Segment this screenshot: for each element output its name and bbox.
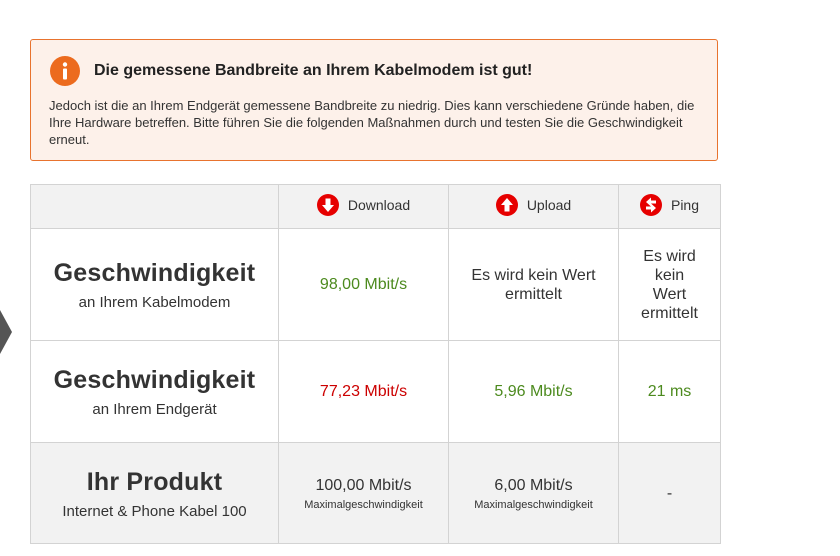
column-header-ping: Ping: [618, 184, 721, 229]
product-upload-note: Maximalgeschwindigkeit: [474, 498, 593, 511]
product-upload-value: 6,00 Mbit/s: [494, 476, 573, 494]
row-subtitle: Internet & Phone Kabel 100: [62, 502, 247, 520]
modem-upload-value: Es wird kein Wert ermittelt: [471, 266, 596, 303]
speed-comparison-table: Download Upload Ping: [30, 184, 721, 544]
row-label-product: Ihr Produkt Internet & Phone Kabel 100: [30, 442, 279, 544]
modem-download-cell: 98,00 Mbit/s: [278, 228, 449, 341]
device-upload-cell: 5,96 Mbit/s: [448, 340, 619, 443]
row-label-modem: Geschwindigkeit an Ihrem Kabelmodem: [30, 228, 279, 341]
info-icon: [50, 56, 80, 86]
product-download-note: Maximalgeschwindigkeit: [304, 498, 423, 511]
device-ping-value: 21 ms: [647, 383, 692, 400]
device-upload-value: 5,96 Mbit/s: [494, 383, 573, 400]
column-label-ping: Ping: [670, 197, 700, 213]
product-upload-cell: 6,00 Mbit/s Maximalgeschwindigkeit: [448, 442, 619, 544]
column-label-download: Download: [347, 197, 411, 213]
column-label-upload: Upload: [526, 197, 572, 213]
row-subtitle: an Ihrem Endgerät: [92, 401, 217, 418]
modem-download-value: 98,00 Mbit/s: [319, 276, 408, 293]
row-title: Geschwindigkeit: [53, 259, 256, 287]
device-ping-cell: 21 ms: [618, 340, 721, 443]
product-ping-value: -: [666, 484, 673, 502]
row-title: Ihr Produkt: [86, 467, 223, 496]
download-arrow-icon: [316, 194, 339, 216]
table-row: Ihr Produkt Internet & Phone Kabel 100 1…: [30, 442, 721, 544]
product-ping-cell: -: [618, 442, 721, 544]
table-row: Geschwindigkeit an Ihrem Endgerät 77,23 …: [30, 340, 721, 443]
header-empty-cell: [30, 184, 279, 229]
device-download-value: 77,23 Mbit/s: [319, 383, 408, 400]
previous-arrow-icon[interactable]: [0, 310, 12, 354]
row-subtitle: an Ihrem Kabelmodem: [78, 294, 231, 311]
product-download-cell: 100,00 Mbit/s Maximalgeschwindigkeit: [278, 442, 449, 544]
alert-title: Die gemessene Bandbreite an Ihrem Kabelm…: [94, 62, 533, 79]
column-header-upload: Upload: [448, 184, 619, 229]
modem-upload-cell: Es wird kein Wert ermittelt: [448, 228, 619, 341]
table-header-row: Download Upload Ping: [30, 184, 721, 229]
column-header-download: Download: [278, 184, 449, 229]
alert-text: Jedoch ist die an Ihrem Endgerät gemesse…: [49, 98, 695, 147]
row-label-device: Geschwindigkeit an Ihrem Endgerät: [30, 340, 279, 443]
ping-icon: [639, 194, 662, 216]
bandwidth-alert: Die gemessene Bandbreite an Ihrem Kabelm…: [30, 39, 718, 161]
table-row: Geschwindigkeit an Ihrem Kabelmodem 98,0…: [30, 228, 721, 341]
upload-arrow-icon: [495, 194, 518, 216]
modem-ping-cell: Es wird kein Wert ermittelt: [618, 228, 721, 341]
modem-ping-value: Es wird kein Wert ermittelt: [641, 247, 698, 322]
product-download-value: 100,00 Mbit/s: [315, 476, 412, 494]
row-title: Geschwindigkeit: [53, 366, 256, 394]
device-download-cell: 77,23 Mbit/s: [278, 340, 449, 443]
